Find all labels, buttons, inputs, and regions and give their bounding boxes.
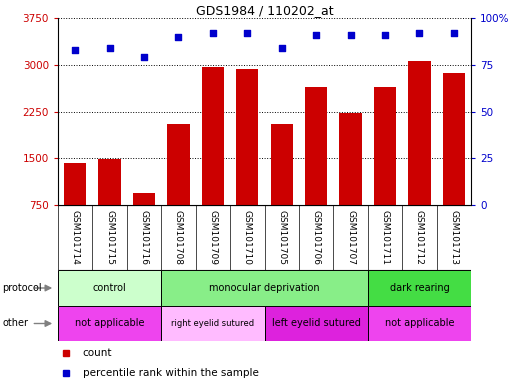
Bar <box>443 73 465 252</box>
Text: percentile rank within the sample: percentile rank within the sample <box>83 368 259 378</box>
Bar <box>58 306 161 341</box>
Text: right eyelid sutured: right eyelid sutured <box>171 319 254 328</box>
Text: GSM101715: GSM101715 <box>105 210 114 265</box>
Bar <box>64 162 86 252</box>
Bar <box>305 86 327 252</box>
Text: count: count <box>83 348 112 358</box>
Text: GSM101711: GSM101711 <box>381 210 389 265</box>
Point <box>71 47 80 53</box>
Bar <box>265 306 368 341</box>
Bar <box>236 69 259 252</box>
Point <box>346 32 354 38</box>
Text: GSM101706: GSM101706 <box>311 210 321 265</box>
Title: GDS1984 / 110202_at: GDS1984 / 110202_at <box>195 4 333 17</box>
Point <box>381 32 389 38</box>
Bar <box>368 270 471 306</box>
Bar <box>408 61 430 252</box>
Point <box>174 34 183 40</box>
Point <box>106 45 114 51</box>
Text: left eyelid sutured: left eyelid sutured <box>272 318 361 328</box>
Bar <box>368 306 471 341</box>
Text: GSM101716: GSM101716 <box>140 210 149 265</box>
Point <box>278 45 286 51</box>
Point <box>209 30 217 36</box>
Point <box>415 30 423 36</box>
Text: other: other <box>3 318 29 328</box>
Text: protocol: protocol <box>3 283 42 293</box>
Bar <box>58 270 161 306</box>
Bar <box>167 124 190 252</box>
Bar <box>161 270 368 306</box>
Text: not applicable: not applicable <box>75 318 144 328</box>
Text: control: control <box>93 283 127 293</box>
Point <box>140 54 148 60</box>
Bar <box>270 124 293 252</box>
Bar <box>161 306 265 341</box>
Bar <box>374 86 396 252</box>
Point <box>312 32 320 38</box>
Text: not applicable: not applicable <box>385 318 454 328</box>
Text: GSM101712: GSM101712 <box>415 210 424 265</box>
Bar <box>340 113 362 252</box>
Bar <box>98 159 121 252</box>
Text: GSM101707: GSM101707 <box>346 210 355 265</box>
Text: GSM101710: GSM101710 <box>243 210 252 265</box>
Bar <box>202 66 224 252</box>
Text: GSM101705: GSM101705 <box>277 210 286 265</box>
Point <box>243 30 251 36</box>
Bar <box>133 192 155 252</box>
Text: GSM101714: GSM101714 <box>71 210 80 265</box>
Text: GSM101713: GSM101713 <box>449 210 458 265</box>
Text: monocular deprivation: monocular deprivation <box>209 283 320 293</box>
Point <box>450 30 458 36</box>
Text: GSM101708: GSM101708 <box>174 210 183 265</box>
Text: dark rearing: dark rearing <box>389 283 449 293</box>
Text: GSM101709: GSM101709 <box>208 210 218 265</box>
